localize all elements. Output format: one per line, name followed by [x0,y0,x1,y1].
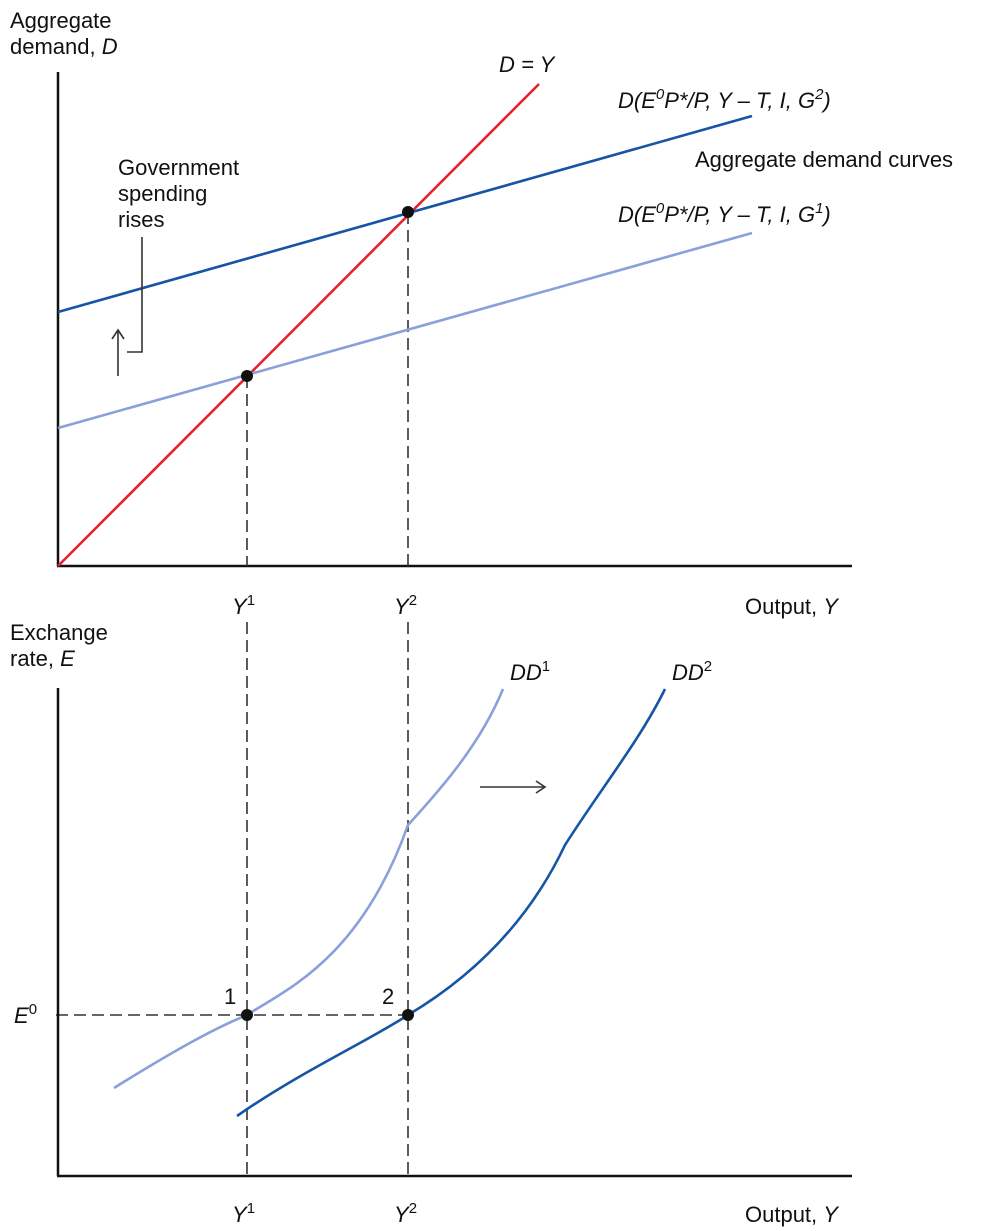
bottom-y-axis-label-line1: Exchange [10,620,108,645]
top-equilibrium-point-2 [402,206,414,218]
top-y-axis-label-line1: Aggregate [10,8,112,33]
aggregate-demand-curve-g1-label: D(E0P*/P, Y – T, I, G1) [618,200,831,227]
bottom-x-tick-y1: Y1 [232,1200,255,1227]
top-y-axis-label-line2: demand, D [10,34,118,59]
point-label-2: 2 [382,984,394,1009]
bottom-x-tick-y2: Y2 [394,1200,417,1227]
bottom-y-axis-label-line2: rate, E [10,646,75,671]
annotation-line3: rises [118,207,164,232]
top-panel: Aggregate demand, D Output, Y D = Y D(E0… [10,8,953,619]
line-d-equals-y-label: D = Y [499,52,556,77]
aggregate-demand-curves-label: Aggregate demand curves [695,147,953,172]
bottom-y-tick-e0: E0 [14,1001,37,1028]
annotation-bracket [127,237,143,353]
point-label-1: 1 [224,984,236,1009]
shift-up-arrow-icon [111,328,125,376]
shift-right-arrow-icon [480,780,547,794]
aggregate-demand-curve-g1 [57,231,753,430]
annotation-line1: Government [118,155,239,180]
bottom-equilibrium-point-1 [241,1009,253,1021]
top-x-tick-y1: Y1 [232,592,255,619]
dd1-curve [113,688,505,1090]
top-x-tick-y2: Y2 [394,592,417,619]
line-d-equals-y [57,83,540,567]
aggregate-demand-curve-g2-label: D(E0P*/P, Y – T, I, G2) [618,86,831,113]
bottom-equilibrium-point-2 [402,1009,414,1021]
top-x-axis-label: Output, Y [745,594,839,619]
annotation-line2: spending [118,181,207,206]
dd2-curve [236,688,667,1118]
dd1-curve-label: DD1 [510,658,550,685]
dd2-curve-label: DD2 [672,658,712,685]
top-equilibrium-point-1 [241,370,253,382]
bottom-panel: Exchange rate, E Output, Y E0 DD1 DD2 1 … [10,620,852,1227]
bottom-x-axis-label: Output, Y [745,1202,839,1227]
